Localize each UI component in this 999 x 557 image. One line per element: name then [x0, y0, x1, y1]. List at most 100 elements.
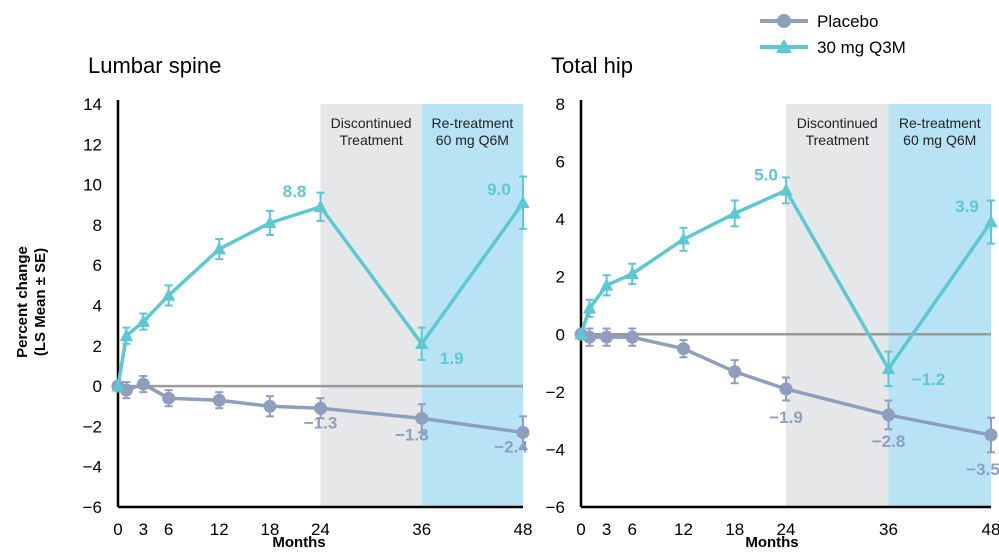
x-tick-label: 0	[113, 520, 122, 539]
data-point-circle	[600, 330, 614, 344]
data-point-triangle	[582, 301, 597, 314]
data-point-circle	[314, 401, 327, 415]
x-axis-label: Months	[272, 534, 325, 551]
y-tick-label: −4	[546, 440, 565, 459]
data-label: 8.8	[283, 182, 307, 201]
y-tick-label: −2	[546, 383, 565, 402]
data-label: 1.9	[440, 349, 464, 368]
x-tick-label: 3	[139, 520, 148, 539]
data-label: −1.3	[304, 413, 338, 432]
data-label: −3.5	[966, 460, 999, 479]
data-point-triangle	[676, 232, 691, 245]
data-point-triangle	[263, 215, 277, 229]
x-tick-label: 0	[576, 520, 585, 539]
data-point-circle	[162, 391, 176, 405]
data-point-triangle	[881, 361, 896, 375]
data-point-circle	[583, 330, 597, 344]
y-tick-label: 2	[93, 337, 102, 356]
y-tick-label: 6	[93, 256, 102, 275]
y-tick-label: 8	[556, 95, 565, 114]
data-point-triangle	[516, 195, 530, 208]
x-tick-label: 18	[260, 520, 279, 539]
data-point-triangle	[111, 379, 125, 392]
y-tick-label: 4	[556, 210, 565, 229]
data-point-triangle	[161, 288, 176, 301]
x-tick-label: 18	[725, 520, 744, 539]
data-point-triangle	[779, 183, 793, 196]
data-label: 9.0	[487, 180, 511, 199]
y-tick-label: 0	[556, 325, 565, 344]
legend-item-treated: 30 mg Q3M	[760, 38, 906, 57]
data-point-triangle	[599, 278, 614, 291]
x-tick-label: 12	[674, 520, 693, 539]
data-point-triangle	[415, 336, 429, 350]
data-point-triangle	[574, 327, 588, 340]
x-tick-label: 48	[514, 520, 533, 539]
y-tick-label: −2	[83, 417, 102, 436]
data-point-circle	[415, 411, 429, 425]
y-tick-label: −6	[546, 498, 565, 517]
data-point-triangle	[119, 328, 134, 341]
data-point-circle	[677, 342, 690, 356]
x-tick-label: 24	[311, 520, 330, 539]
data-point-circle	[625, 330, 639, 344]
band-label: 60 mg Q6M	[436, 132, 509, 148]
data-point-circle	[728, 365, 742, 379]
x-tick-label: 3	[602, 520, 611, 539]
band-label: Discontinued	[797, 115, 878, 131]
retreatment-band	[421, 104, 523, 507]
band-label: Discontinued	[331, 115, 412, 131]
data-label: −2.8	[872, 432, 906, 451]
legend-label-placebo: Placebo	[817, 12, 878, 31]
data-label: 3.9	[955, 197, 979, 216]
x-tick-label: 6	[628, 520, 637, 539]
y-tick-label: 14	[83, 95, 102, 114]
data-point-triangle	[212, 242, 226, 255]
legend-item-placebo: Placebo	[760, 12, 878, 31]
data-point-circle	[516, 425, 530, 439]
y-tick-label: 12	[83, 135, 102, 154]
data-point-circle	[779, 382, 793, 396]
band-label: Treatment	[806, 132, 869, 148]
panel-title: Total hip	[551, 53, 633, 78]
legend-marker-triangle	[776, 39, 792, 53]
x-tick-label: 36	[879, 520, 898, 539]
x-tick-label: 48	[982, 520, 999, 539]
data-point-circle	[984, 428, 998, 442]
data-point-circle	[212, 393, 226, 407]
x-tick-label: 12	[210, 520, 229, 539]
y-tick-label: 2	[556, 268, 565, 287]
panel-title: Lumbar spine	[88, 53, 221, 78]
data-point-circle	[136, 377, 150, 391]
data-point-triangle	[625, 266, 639, 280]
legend: Placebo 30 mg Q3M	[760, 12, 906, 57]
legend-marker-circle	[777, 14, 791, 28]
discontinued-band	[786, 104, 889, 507]
x-tick-label: 36	[412, 520, 431, 539]
data-point-circle	[882, 408, 895, 422]
x-axis-label: Months	[745, 534, 798, 551]
data-point-triangle	[136, 314, 150, 327]
data-label: 5.0	[754, 165, 778, 184]
y-axis-label-line-1: Percent change	[14, 246, 31, 358]
shared-y-axis-label: Percent change (LS Mean ± SE)	[14, 246, 49, 358]
x-tick-label: 6	[164, 520, 173, 539]
y-tick-label: −6	[83, 498, 102, 517]
band-label: 60 mg Q6M	[903, 132, 976, 148]
x-tick-label: 24	[777, 520, 796, 539]
y-tick-label: 10	[83, 176, 102, 195]
data-label: −1.8	[395, 425, 429, 444]
data-label: −1.2	[912, 370, 946, 389]
retreatment-band	[888, 104, 991, 507]
discontinued-band	[320, 104, 422, 507]
band-label: Re-treatment	[432, 115, 514, 131]
band-label: Re-treatment	[899, 115, 981, 131]
data-point-triangle	[313, 199, 328, 213]
band-label: Treatment	[339, 132, 402, 148]
y-axis-label-line-2: (LS Mean ± SE)	[32, 248, 49, 356]
data-point-triangle	[984, 215, 998, 228]
y-tick-label: 8	[93, 216, 102, 235]
data-label: −1.9	[769, 408, 803, 427]
